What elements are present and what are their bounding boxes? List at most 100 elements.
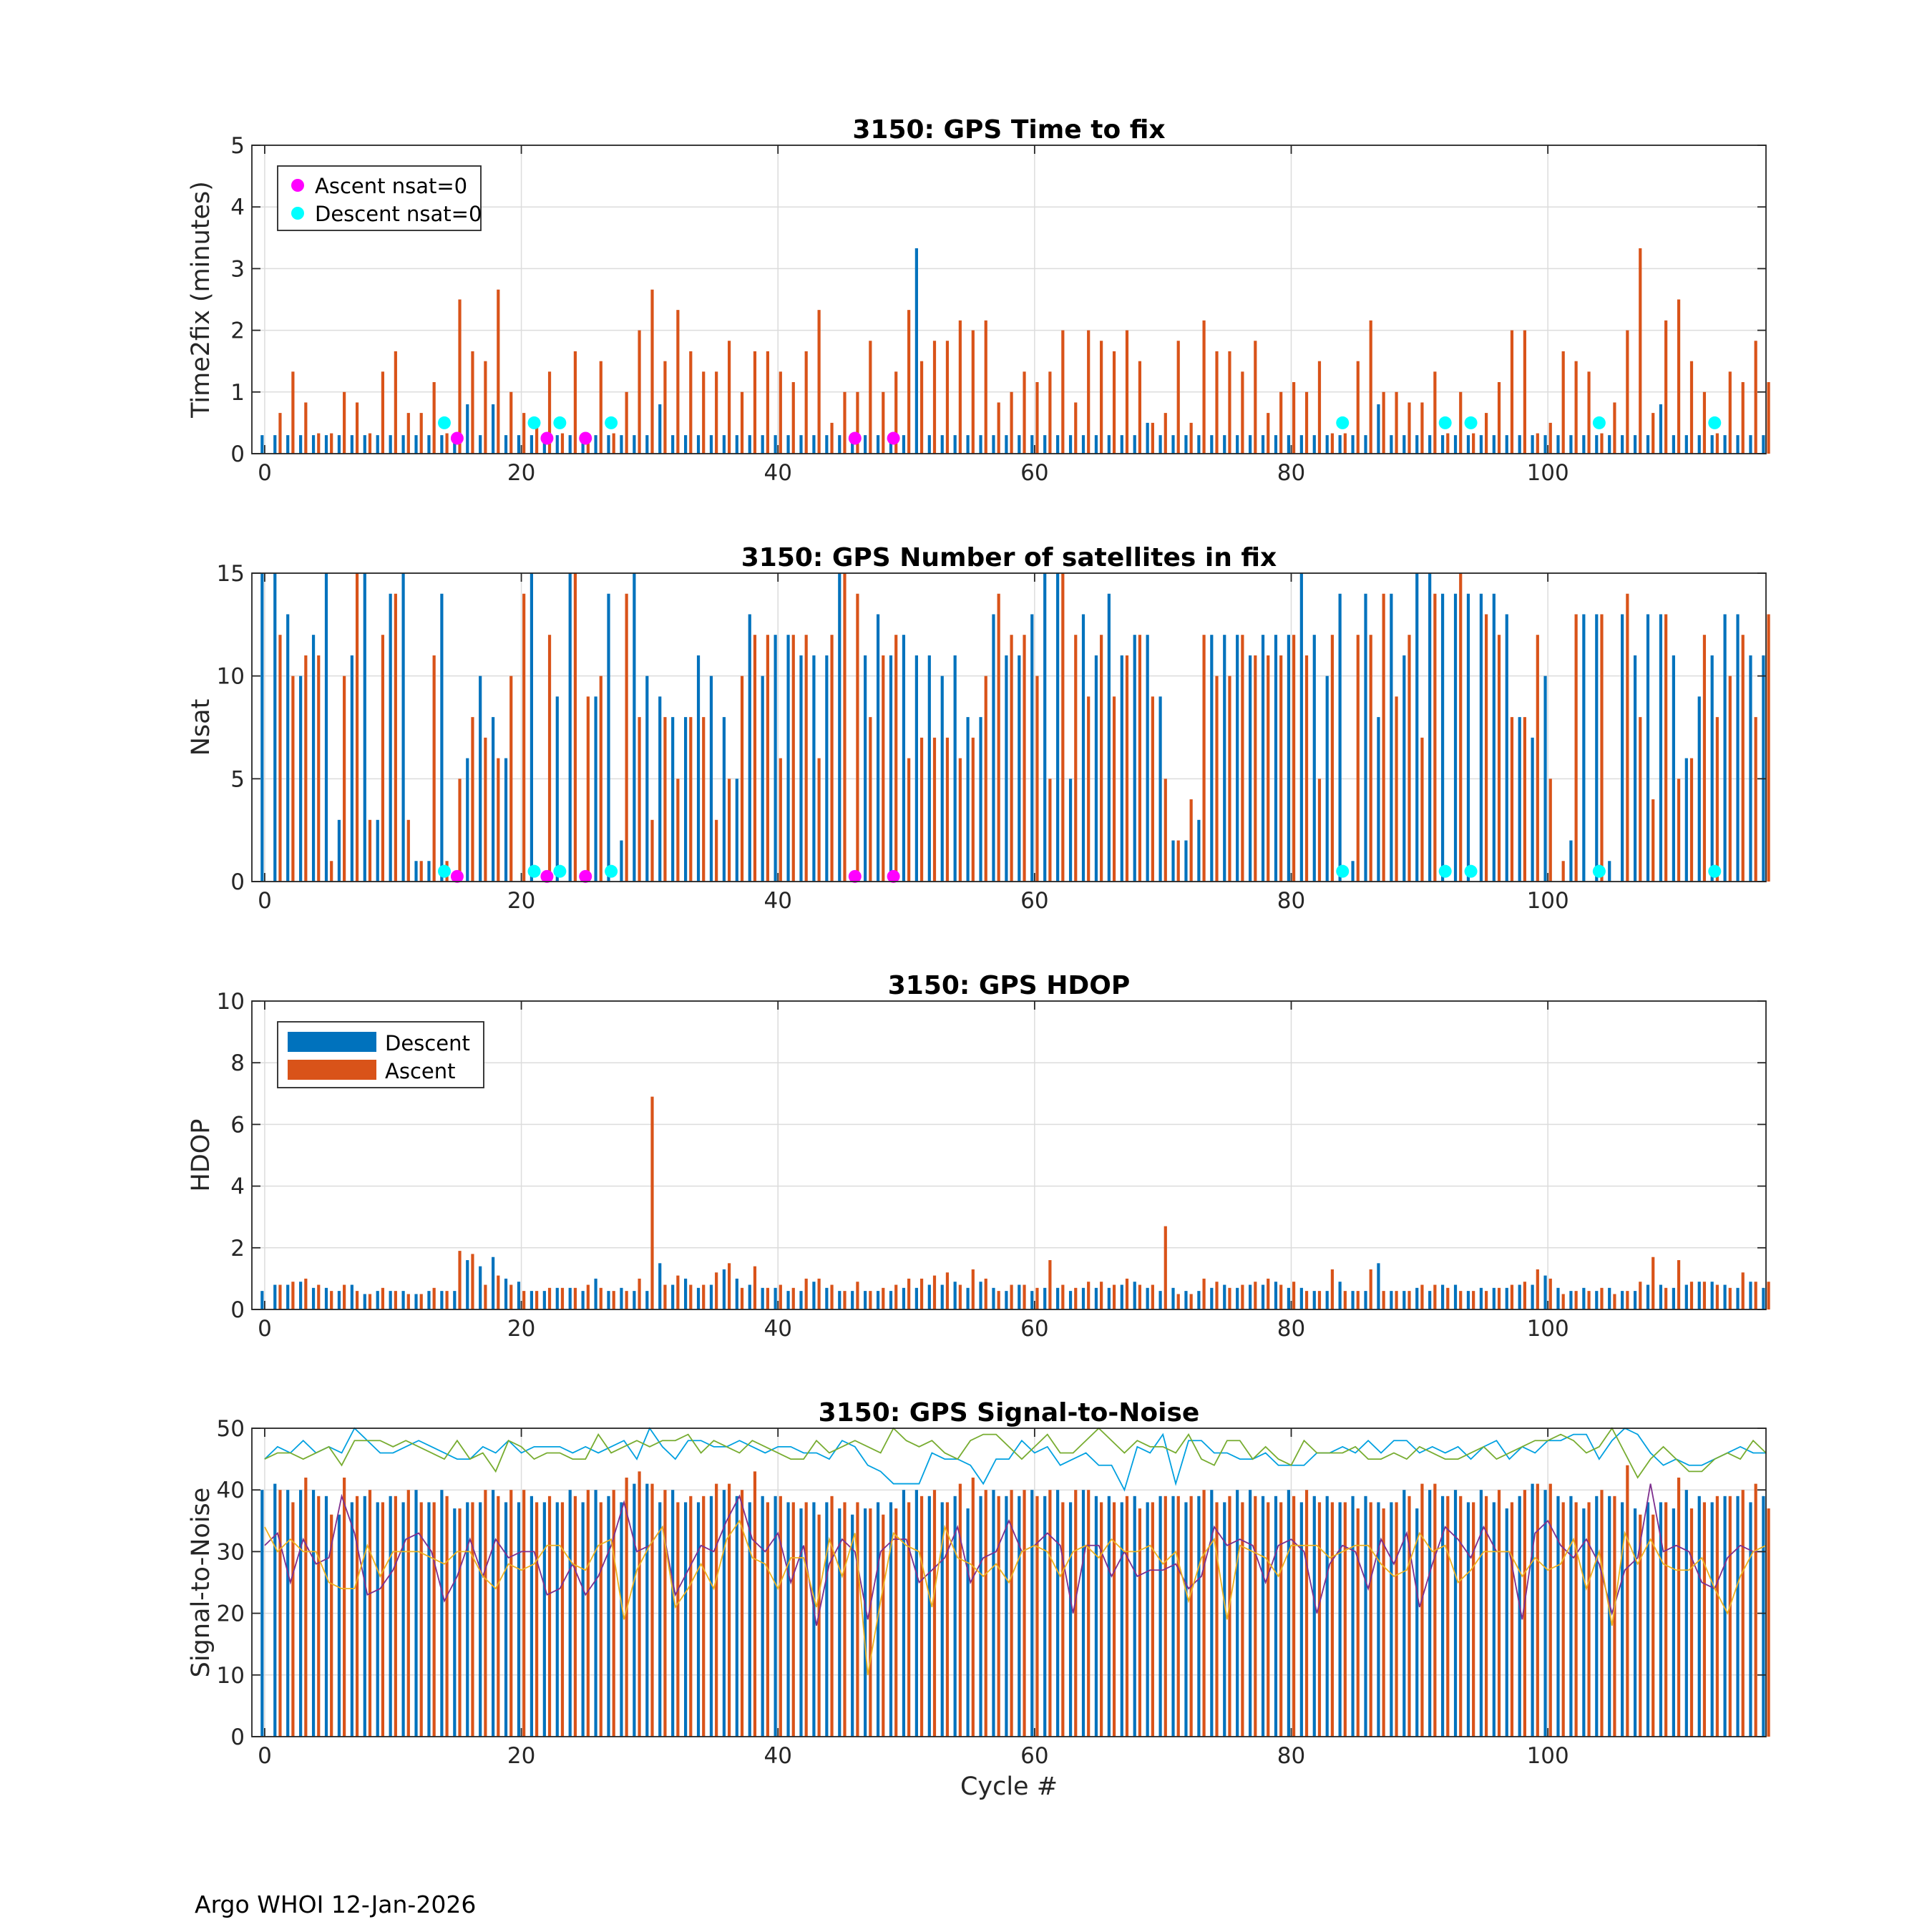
descent-bar (530, 1291, 534, 1309)
descent-bar (774, 1287, 777, 1309)
descent-bar (414, 435, 418, 454)
descent-bar (1402, 435, 1406, 454)
ascent-bar (1741, 382, 1745, 454)
ascent-bar (945, 341, 950, 454)
ascent-bar (291, 371, 295, 454)
descent-bar (633, 435, 636, 454)
ascent-bar (945, 1272, 950, 1309)
ascent-bar (997, 593, 1000, 882)
ascent-bar (612, 1490, 615, 1737)
descent-bar (1646, 1502, 1650, 1737)
ascent-bar (1433, 1483, 1437, 1737)
ascent-bar (612, 1291, 615, 1309)
x-tick-label: 60 (1020, 1316, 1048, 1342)
descent-bar (1005, 1291, 1008, 1309)
ascent-bar (1395, 1291, 1398, 1309)
descent-bar (1146, 422, 1149, 454)
ascent-bar (882, 1514, 885, 1737)
ascent-bar (330, 433, 333, 454)
descent-bar (1299, 1502, 1303, 1737)
ascent-bar (330, 861, 333, 882)
descent-bar (914, 655, 918, 882)
ascent-nsat0-marker (848, 869, 862, 883)
ascent-bar (894, 371, 898, 454)
descent-bar (324, 435, 328, 454)
descent-bar (581, 1291, 585, 1309)
descent-bar (914, 1287, 918, 1309)
descent-bar (1364, 1496, 1367, 1737)
descent-bar (864, 655, 867, 882)
ascent-bar (1369, 1269, 1372, 1309)
x-tick-label: 20 (507, 1743, 535, 1769)
descent-bar (1531, 435, 1534, 454)
ascent-bar (1176, 1496, 1180, 1737)
ascent-nsat0-marker (848, 431, 862, 445)
axes-box (251, 1428, 1767, 1737)
descent-bar (273, 573, 277, 882)
descent-bar (466, 1260, 469, 1309)
ascent-bar (1279, 1502, 1283, 1737)
descent-bar (260, 1490, 264, 1737)
ascent-bar (1523, 1282, 1526, 1309)
descent-bar (594, 696, 597, 882)
descent-bar (1390, 1502, 1393, 1737)
descent-bar (1133, 1496, 1136, 1737)
x-tick-label: 100 (1527, 1743, 1569, 1769)
ascent-bar (1677, 1260, 1681, 1309)
ascent-bar (560, 1502, 565, 1737)
descent-bar (889, 1502, 893, 1737)
ascent-nsat0-marker (579, 869, 592, 883)
ascent-bar (1626, 1291, 1629, 1309)
ascent-bar (1317, 779, 1322, 882)
descent-bar (1236, 435, 1239, 454)
descent-bar (722, 717, 726, 882)
ascent-bar (1548, 1483, 1552, 1737)
descent-bar (902, 635, 906, 882)
descent-bar (1377, 404, 1380, 454)
descent-bar (581, 1502, 585, 1737)
descent-bar (722, 1490, 726, 1737)
ascent-bar (830, 1284, 834, 1309)
ascent-bar (1292, 635, 1296, 882)
ascent-bar (958, 1284, 962, 1309)
descent-bar (786, 435, 790, 454)
descent-bar (427, 1291, 431, 1309)
descent-bar (1274, 1282, 1278, 1309)
ascent-bar (484, 1490, 487, 1737)
ascent-bar (779, 371, 782, 454)
ascent-bar (1100, 341, 1103, 454)
ascent-bar (471, 1254, 474, 1309)
footer-text: Argo WHOI 12-Jan-2026 (195, 1890, 477, 1918)
descent-bar (696, 1502, 701, 1737)
ascent-bar (856, 1502, 859, 1737)
ascent-bar (573, 573, 577, 882)
ascent-bar (1061, 1284, 1065, 1309)
descent-bar (1120, 655, 1123, 882)
x-tick-label: 0 (258, 1743, 272, 1769)
ascent-bar (291, 675, 295, 882)
ascent-bar (1574, 1291, 1578, 1309)
ascent-bar (535, 1291, 539, 1309)
ascent-bar (343, 391, 346, 454)
ascent-bar (1279, 391, 1283, 454)
descent-bar (953, 1496, 957, 1737)
ascent-bar (445, 1496, 449, 1737)
ascent-bar (1369, 635, 1372, 882)
descent-bar (350, 1284, 353, 1309)
ascent-bar (1369, 1502, 1372, 1737)
ascent-bar (1689, 758, 1694, 882)
ascent-bar (1510, 717, 1514, 882)
descent-bar (286, 1284, 290, 1309)
ascent-bar (432, 382, 436, 454)
descent-bar (1569, 1291, 1573, 1309)
descent-bar (1428, 573, 1432, 882)
descent-bar (1312, 435, 1316, 454)
descent-bar (1595, 1496, 1599, 1737)
descent-bar (1736, 614, 1740, 882)
ascent-bar (1510, 330, 1514, 454)
ascent-bar (471, 1502, 474, 1737)
descent-bar (1684, 435, 1688, 454)
descent-bar (851, 1514, 854, 1737)
ascent-bar (753, 635, 757, 882)
ascent-bar (817, 758, 821, 882)
